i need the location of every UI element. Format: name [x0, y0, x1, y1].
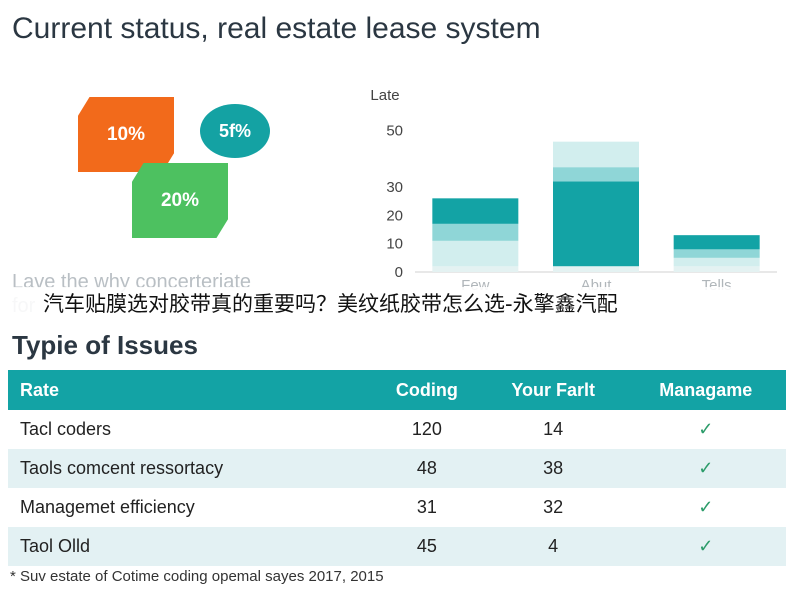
checkmark-icon: ✓ — [698, 497, 714, 517]
bar-segment — [432, 240, 519, 267]
green-percent-badge: 20% — [132, 163, 228, 238]
your-farlt-value: 14 — [543, 419, 564, 439]
teal-percent-badge: 5f% — [200, 104, 270, 158]
coding-value: 31 — [416, 497, 437, 517]
y-tick-label: 50 — [386, 122, 403, 139]
bar-segment — [553, 266, 639, 272]
header-managame: Managame — [625, 370, 786, 410]
your-farlt-value: 38 — [480, 449, 626, 488]
overlay-banner-text: 汽车贴膜选对胶带真的重要吗？美纹纸胶带怎么选-永擎鑫汽配 — [0, 287, 800, 321]
row-label: Taol Olld — [8, 527, 373, 566]
table-row: Taol Olld 45 4 ✓ — [8, 527, 786, 566]
header-rate: Rate — [8, 370, 373, 410]
bar-segment — [553, 167, 639, 182]
y-axis-label: Late — [370, 87, 399, 104]
bar-segment — [432, 266, 519, 272]
bar-segment — [432, 223, 519, 241]
footnote: * Suv estate of Cotime coding opemal say… — [10, 568, 384, 585]
bar-segment — [673, 249, 760, 258]
bar-segment — [673, 257, 760, 267]
y-tick-label: 0 — [395, 264, 403, 281]
coding-value: 48 — [372, 449, 481, 488]
orange-percent-badge: 10% — [78, 97, 174, 172]
table-row: Managemet efficiency 31 32 ✓ — [8, 488, 786, 527]
y-tick-label: 20 — [386, 207, 403, 224]
checkmark-icon: ✓ — [698, 458, 714, 478]
bar-segment — [673, 235, 760, 250]
checkmark-icon: ✓ — [698, 536, 714, 556]
row-label: Managemet efficiency — [20, 497, 195, 517]
header-coding: Coding — [372, 370, 481, 410]
y-tick-label: 30 — [386, 179, 403, 196]
row-label: Taols comcent ressortacy — [8, 449, 373, 488]
checkmark-icon: ✓ — [698, 419, 714, 439]
your-farlt-value: 32 — [543, 497, 564, 517]
bar-segment — [673, 266, 760, 272]
bar-segment — [553, 181, 639, 267]
row-label: Tacl coders — [20, 419, 112, 439]
table-header-row: Rate Coding Your Farlt Managame — [8, 370, 786, 410]
bar-segment — [432, 198, 519, 224]
coding-value: 120 — [411, 419, 442, 439]
header-your-farlt: Your Farlt — [480, 370, 626, 410]
coding-value: 45 — [372, 527, 481, 566]
issues-table: Rate Coding Your Farlt Managame Tacl cod… — [8, 370, 786, 566]
bar-segment — [553, 141, 639, 168]
issues-section-title: Typie of Issues — [12, 330, 198, 360]
y-tick-label: 10 — [386, 236, 403, 253]
table-row: Taols comcent ressortacy 48 38 ✓ — [8, 449, 786, 488]
your-farlt-value: 4 — [480, 527, 626, 566]
table-row: Tacl coders 120 14 ✓ — [8, 410, 786, 449]
page-title: Current status, real estate lease system — [12, 12, 541, 45]
